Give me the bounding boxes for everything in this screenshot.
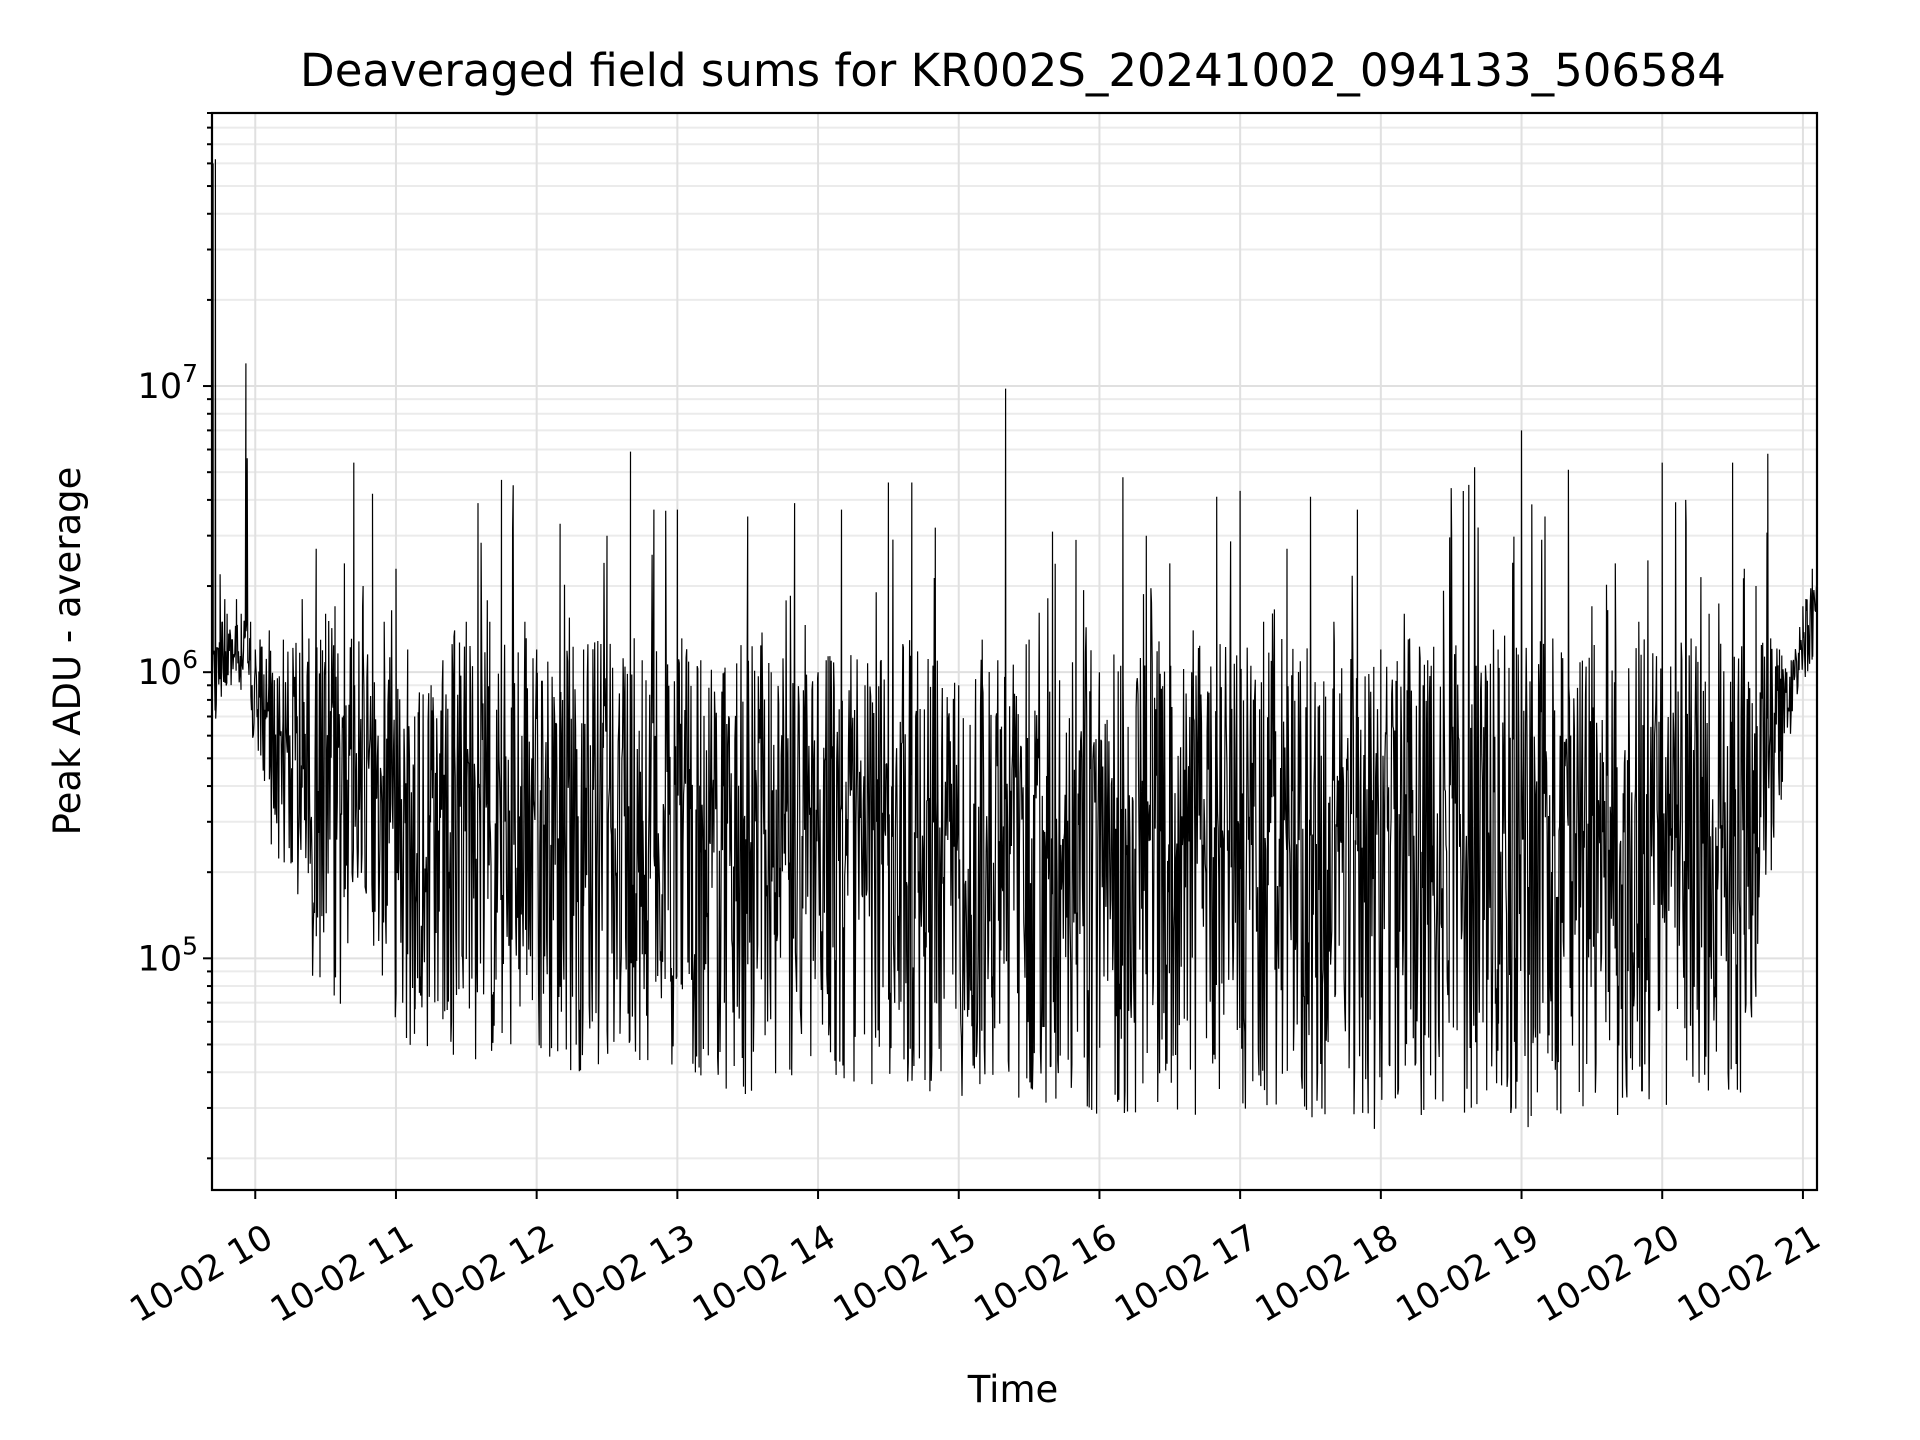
x-tick-label: 10-02 20 [1530,1217,1686,1330]
y-tick-labels: 105 106 107 [138,359,198,979]
x-tick-label: 10-02 11 [264,1217,420,1330]
x-tick-label: 10-02 15 [827,1217,983,1330]
series-line [211,159,1818,1129]
y-axis-label: Peak ADU - average [46,467,89,836]
x-tick-label: 10-02 18 [1249,1217,1405,1330]
y-tick-label: 107 [138,359,198,407]
plot-area [211,159,1818,1129]
x-tick-label: 10-02 13 [546,1217,702,1330]
x-axis-label: Time [967,1368,1059,1411]
y-tick-label: 105 [138,931,198,979]
x-tick-label: 10-02 12 [405,1217,561,1330]
x-tick-label: 10-02 10 [123,1217,279,1330]
x-tick-label: 10-02 17 [1108,1217,1264,1330]
chart-title: Deaveraged field sums for KR002S_2024100… [300,44,1726,97]
x-tick-label: 10-02 16 [968,1217,1124,1330]
x-tick-label: 10-02 19 [1390,1217,1546,1330]
ticks [203,112,1804,1199]
axes-frame [210,111,1819,1192]
x-tick-label: 10-02 21 [1671,1217,1827,1330]
x-tick-label: 10-02 14 [686,1217,842,1330]
y-tick-label: 106 [138,645,198,693]
